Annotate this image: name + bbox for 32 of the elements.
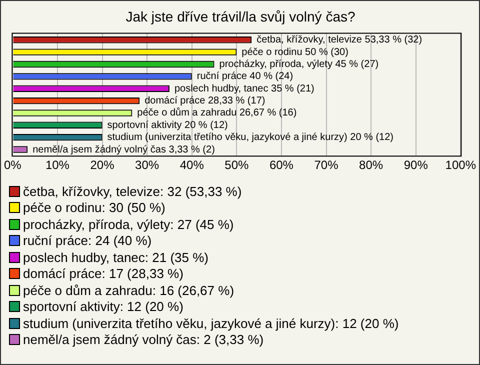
category-label: četba, křížovky, televize 53,33 % (32) [256, 34, 422, 46]
category-label: neměl/a jsem žádný volný čas 3,33 % (2) [32, 144, 215, 156]
x-tick-label: 40% [180, 158, 204, 172]
x-tick-label: 70% [314, 158, 339, 172]
text: sportovní aktivity: 12 (20 %) [23, 299, 184, 314]
text: studium (univerzita třetího věku, jazykové a jiné kurzy): 12 (20 %) [23, 316, 399, 331]
x-tick-label: 30% [135, 158, 160, 172]
category-label: ruční práce 40 % (24) [196, 71, 294, 82]
text: ruční práce: 24 (40 %) [23, 233, 152, 248]
chart-title: Jak jste dříve trávil/la svůj volný čas? [126, 8, 356, 24]
category-label: procházky, příroda, výlety 45 % (27) [219, 59, 379, 70]
x-tick-label: 0% [4, 158, 22, 172]
x-tick-label: 90% [404, 158, 428, 172]
text: četba, křížovky, televize: 32 (53,33 %) [23, 184, 242, 199]
x-tick-label: 60% [269, 158, 294, 172]
text: procházky, příroda, výlety: 27 (45 %) [23, 216, 234, 232]
x-tick-label: 100% [445, 158, 476, 172]
text: domácí práce: 17 (28,33 %) [23, 266, 184, 282]
x-tick-label: 80% [359, 158, 384, 172]
category-label: péče o dům a zahradu 26,67 % (16) [137, 108, 297, 119]
x-tick-label: 20% [90, 158, 115, 172]
text: poslech hudby, tanec: 21 (35 %) [23, 250, 208, 265]
category-label: studium (univerzita třetího věku, jazykové a jiné kurzy) 20 % (12) [107, 132, 394, 144]
text: neměl/a jsem žádný volný čas: 2 (3,33 %) [23, 332, 264, 348]
text: péče o rodinu: 30 (50 %) [23, 200, 166, 216]
x-tick-label: 10% [45, 158, 70, 172]
x-tick-label: 50% [224, 158, 249, 172]
category-label: sportovní aktivity 20 % (12) [107, 120, 228, 131]
category-label: péče o rodinu 50 % (30) [242, 46, 348, 58]
category-label: poslech hudby, tanec 35 % (21) [174, 83, 314, 94]
category-label: domácí práce 28,33 % (17) [144, 96, 266, 107]
text: péče o dům a zahradu: 16 (26,67 %) [23, 282, 234, 298]
